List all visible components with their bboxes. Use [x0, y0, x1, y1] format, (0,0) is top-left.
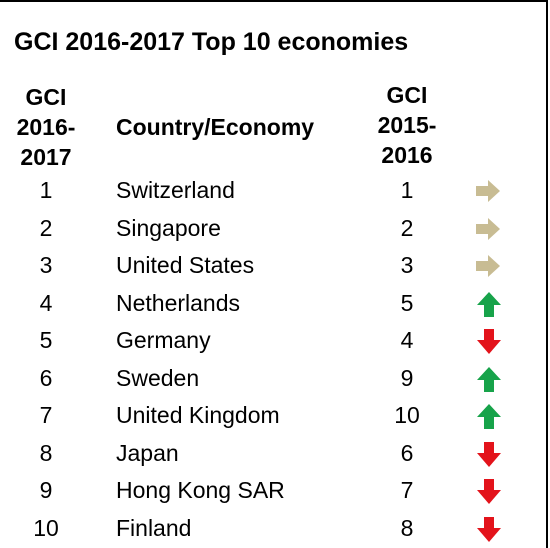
- table-row: 6 Sweden 9: [0, 360, 550, 398]
- trend-arrow-icon: [474, 403, 504, 429]
- rank-2016-2017: 9: [39, 477, 53, 503]
- rank-2016-2017: 1: [39, 177, 53, 203]
- rank-2015-2016: 3: [400, 252, 414, 278]
- header-line: 2017: [20, 144, 72, 170]
- rank-2015-2016: 6: [400, 439, 414, 466]
- header-line: GCI: [25, 84, 67, 110]
- ranking-table-body: 1 Switzerland 1 2 Singapore 2 3 United S…: [0, 172, 550, 547]
- arrow-down-icon: [477, 516, 501, 542]
- rank-2015-2016: 8: [400, 514, 414, 541]
- arrow-up-icon: [477, 291, 501, 317]
- country-name: Germany: [116, 327, 211, 353]
- header-line: 2016-: [16, 114, 76, 140]
- table-row: 9 Hong Kong SAR 7: [0, 472, 550, 510]
- trend-arrow-icon: [474, 441, 504, 467]
- arrow-up-icon: [477, 404, 501, 429]
- arrow-down-icon: [477, 329, 501, 354]
- trend-arrow-icon: [474, 328, 504, 354]
- country-name: Switzerland: [116, 177, 235, 203]
- header-line: 2015-: [377, 112, 437, 138]
- table-row: 7 United Kingdom 10: [0, 397, 550, 435]
- rank-2016-2017: 3: [39, 252, 53, 278]
- rank-2015-2016: 2: [400, 214, 414, 241]
- header-gci-2015-2016: GCI 2015- 2016: [368, 80, 446, 170]
- table-row: 1 Switzerland 1: [0, 172, 550, 210]
- rank-2015-2016: 5: [400, 289, 414, 316]
- country-name: Singapore: [116, 214, 221, 241]
- rank-2016-2017: 7: [39, 402, 53, 428]
- arrow-right-icon: [476, 217, 500, 240]
- arrow-right-icon: [476, 180, 500, 202]
- rank-2016-2017: 8: [39, 439, 53, 466]
- country-name: Netherlands: [116, 289, 241, 316]
- trend-arrow-icon: [474, 253, 504, 279]
- trend-arrow-icon: [474, 216, 504, 242]
- rank-2016-2017: 2: [39, 214, 53, 241]
- rank-2016-2017: 5: [39, 327, 53, 353]
- country-name: Hong Kong SAR: [116, 477, 285, 503]
- arrow-down-icon: [477, 479, 501, 504]
- header-line: 2016: [381, 142, 433, 168]
- header-country-economy: Country/Economy: [116, 114, 315, 140]
- rank-2015-2016: 1: [400, 177, 414, 203]
- table-title: GCI 2016-2017 Top 10 economies: [14, 28, 409, 56]
- table-row: 8 Japan 6: [0, 435, 550, 473]
- country-name: United Kingdom: [116, 402, 280, 428]
- arrow-right-icon: [476, 255, 500, 277]
- table-row: 4 Netherlands 5: [0, 285, 550, 323]
- table-row: 2 Singapore 2: [0, 210, 550, 248]
- rank-2015-2016: 4: [400, 327, 414, 353]
- header-gci-2016-2017: GCI 2016- 2017: [8, 82, 84, 172]
- arrow-down-icon: [477, 441, 501, 467]
- rank-2016-2017: 4: [39, 289, 53, 316]
- rank-2015-2016: 10: [394, 402, 420, 428]
- header-line: GCI: [386, 82, 428, 108]
- trend-arrow-icon: [474, 366, 504, 392]
- country-name: Finland: [116, 514, 192, 541]
- rank-2016-2017: 10: [33, 514, 59, 541]
- trend-arrow-icon: [474, 178, 504, 204]
- table-row: 3 United States 3: [0, 247, 550, 285]
- country-name: United States: [116, 252, 255, 278]
- rank-2016-2017: 6: [39, 364, 53, 391]
- country-name: Japan: [116, 439, 179, 466]
- country-name: Sweden: [116, 364, 200, 391]
- trend-arrow-icon: [474, 478, 504, 504]
- rank-2015-2016: 9: [400, 364, 414, 391]
- arrow-up-icon: [477, 366, 501, 392]
- table-row: 5 Germany 4: [0, 322, 550, 360]
- table-row: 10 Finland 8: [0, 510, 550, 548]
- trend-arrow-icon: [474, 291, 504, 317]
- rank-2015-2016: 7: [400, 477, 414, 503]
- trend-arrow-icon: [474, 516, 504, 542]
